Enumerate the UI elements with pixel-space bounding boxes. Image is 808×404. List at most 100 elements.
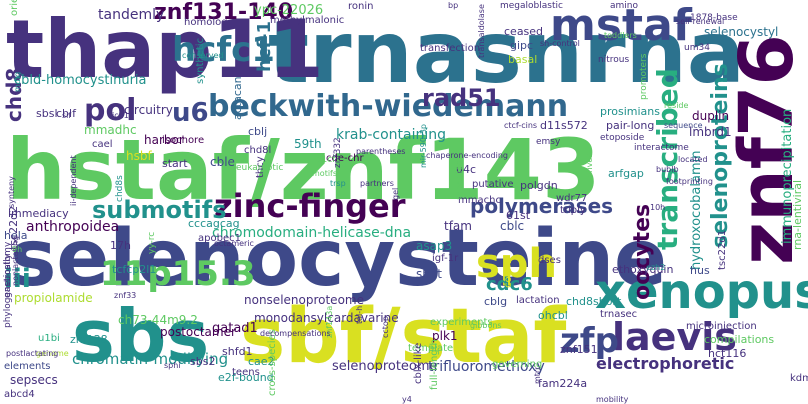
word: duplin (692, 109, 730, 123)
word: octameric (214, 239, 254, 248)
word: 11p15.3 (100, 254, 256, 294)
word: iii (4, 264, 31, 294)
word: 9h (12, 245, 23, 254)
word: ctcf-cins (504, 121, 538, 130)
word: laevis (612, 315, 737, 359)
word: cblg (484, 295, 508, 308)
word: sbs (72, 294, 210, 378)
word: emsy (536, 137, 561, 147)
word: znf131-140 (154, 0, 294, 25)
word: fam224a (538, 377, 588, 390)
word: oocytes (630, 203, 655, 300)
word: immediacy (8, 207, 69, 220)
word: hus (690, 264, 710, 277)
word: nitrous (598, 55, 630, 65)
word: propiolamide (14, 291, 93, 305)
word: mdig (13, 71, 22, 92)
word: mir-590-3p (419, 123, 428, 168)
word: promoters (639, 53, 649, 100)
word: u4c (456, 163, 477, 176)
word: decompensations (260, 329, 331, 338)
word: zinc-finger (214, 187, 406, 225)
word: cblf (56, 107, 76, 120)
word: reside (664, 101, 689, 110)
word: synteny (7, 176, 16, 208)
word: repeated (455, 159, 465, 200)
word: mtrr (533, 366, 542, 384)
word: selenoproteins (708, 63, 733, 248)
word: phylogenetically (3, 253, 13, 328)
word: harbor (144, 133, 184, 147)
word: hydroxocobalamin (689, 150, 704, 270)
word: um34 (684, 43, 710, 53)
word: sbf/staf (240, 291, 567, 380)
word: cdc6 (486, 274, 533, 295)
word: sphi (164, 361, 181, 370)
word: hsbf (126, 149, 152, 163)
word: cbld-homocystinuria (14, 73, 147, 88)
word: ceased (504, 25, 544, 38)
word: cblc (500, 219, 525, 233)
word: experiments (430, 317, 493, 328)
word: megaloblastic (500, 1, 563, 11)
word: electrophoretic (596, 354, 735, 373)
word: ch73-44m9.2 (118, 313, 198, 327)
word: chd8short (566, 295, 622, 308)
word: ohcbl (538, 309, 568, 322)
word: putative (472, 179, 514, 190)
word: cael (92, 139, 113, 150)
word: trnasnrna (268, 3, 745, 103)
word: anthropoidea (26, 219, 120, 235)
word: monodansylcardavarine (254, 311, 399, 325)
word: plk1 (432, 329, 458, 343)
word: krab-containing (336, 127, 446, 143)
word: wdr77 (556, 193, 588, 204)
word: nonlactating (11, 235, 20, 286)
word: cccagcag (188, 217, 240, 230)
word: template (408, 343, 454, 354)
word: cross-species (267, 329, 278, 396)
word: nonselenoproteome (244, 293, 364, 307)
word: self-renewal (676, 17, 725, 26)
word: homolog (184, 17, 228, 28)
word: triply (560, 205, 586, 216)
word: elements (4, 361, 51, 372)
word: tcfcp2l1 (112, 263, 157, 276)
word: toddlers (604, 31, 637, 40)
word: basal (508, 53, 538, 66)
word: a1cf (316, 155, 336, 165)
word: genome (36, 349, 69, 358)
word: amino (610, 1, 638, 11)
word: 10h (650, 203, 666, 212)
word: yy-rc (147, 231, 157, 254)
word: mobility (596, 395, 629, 404)
word: cde-chr (326, 153, 364, 164)
word: submotifs (92, 196, 227, 224)
word: cctop (381, 316, 390, 338)
word: gel (391, 187, 400, 200)
word: cblx-like (413, 342, 424, 384)
word: sh-control (540, 39, 580, 48)
word: sepsecs (10, 373, 58, 387)
word: lmbrd1 (689, 125, 732, 139)
word: shfd1 (222, 345, 253, 358)
word: kdm5a (790, 373, 808, 384)
word: selenocystyl (704, 25, 779, 39)
word: icn1 (112, 111, 129, 120)
word: mmachc (458, 195, 501, 206)
word: interactome (634, 143, 689, 153)
word: u1bi (38, 333, 60, 344)
word: full-length (429, 339, 440, 390)
word: eukaryotic (236, 163, 284, 173)
word: chaperone-encoding (426, 151, 508, 160)
word: bp (448, 1, 459, 10)
word: 61st (506, 209, 531, 222)
word: trifluoromethoxy (428, 359, 545, 375)
word: znf151 (560, 343, 598, 356)
word: xenopus (595, 264, 808, 320)
word: asap3 (416, 239, 453, 253)
word: rad51 (422, 84, 501, 112)
word: hcf-1 (254, 21, 275, 72)
word: conserved (182, 51, 224, 60)
